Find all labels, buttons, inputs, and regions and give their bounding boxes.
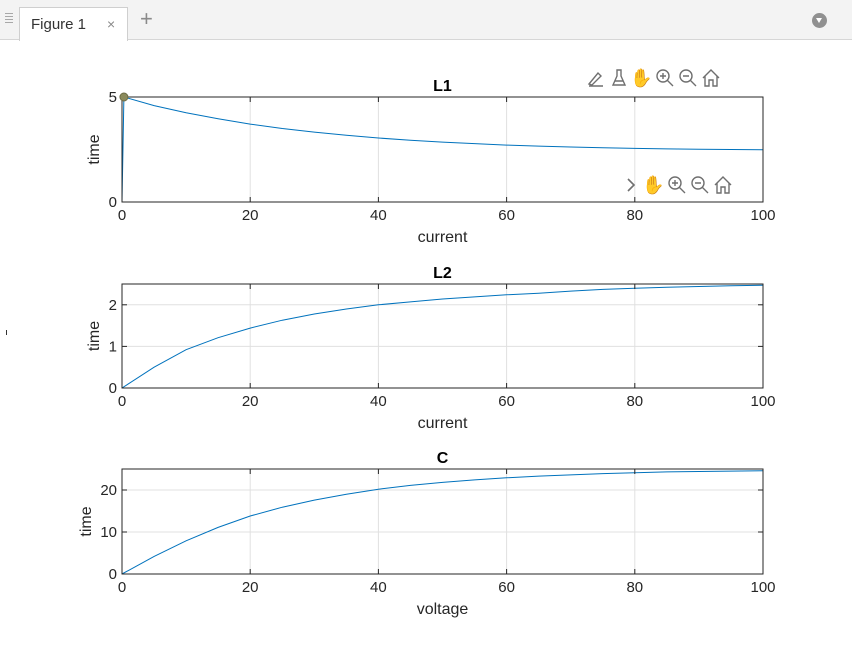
y-axis-label: time	[78, 506, 95, 536]
zoom-out-icon[interactable]	[676, 67, 699, 89]
x-tick-label: 0	[118, 393, 126, 410]
y-tick-label: 1	[109, 338, 117, 355]
data-brush-icon[interactable]	[607, 67, 630, 89]
window-edge-mark	[6, 330, 7, 335]
x-tick-label: 80	[626, 393, 643, 410]
x-tick-label: 60	[498, 207, 515, 224]
series-line	[121, 470, 764, 575]
axes-2: 0 20 40 60 80 100 0 1 2 L2 current time	[86, 265, 776, 432]
y-axis-label: time	[86, 321, 103, 351]
expand-chevron-icon[interactable]	[620, 174, 642, 196]
x-tick-label: 40	[370, 579, 387, 596]
x-tick-label: 80	[626, 579, 643, 596]
pan-hand-icon[interactable]: ✋	[630, 68, 653, 88]
axes-box	[121, 96, 764, 203]
x-tick-label: 0	[118, 207, 126, 224]
zoom-out-icon[interactable]	[688, 174, 711, 196]
tab-label: Figure 1	[31, 16, 87, 33]
axes-box	[121, 468, 764, 575]
axes-1: 0 20 40 60 80 100 0 5 L1 current time	[86, 78, 776, 246]
x-axis-label: voltage	[417, 601, 469, 618]
x-tick-label: 20	[242, 393, 259, 410]
x-tick-label: 80	[626, 207, 643, 224]
tab-figure-1[interactable]: Figure 1 ×	[19, 7, 128, 41]
x-tick-label: 60	[498, 579, 515, 596]
datatip-marker	[119, 92, 129, 102]
y-tick-label: 0	[109, 380, 117, 397]
series-line	[121, 96, 764, 203]
figure-tab-bar: Figure 1 × +	[0, 0, 852, 41]
close-icon[interactable]: ×	[107, 16, 116, 32]
x-tick-label: 100	[750, 393, 775, 410]
x-tick-label: 40	[370, 207, 387, 224]
drag-grip-icon[interactable]	[5, 13, 13, 27]
series-line	[121, 284, 764, 389]
chart-title: L2	[433, 265, 452, 282]
x-tick-label: 0	[118, 579, 126, 596]
y-tick-label: 0	[109, 566, 117, 583]
axes-box	[121, 283, 764, 389]
x-tick-label: 60	[498, 393, 515, 410]
home-icon[interactable]	[711, 174, 734, 196]
zoom-in-icon[interactable]	[653, 67, 676, 89]
y-tick-label: 10	[100, 524, 117, 541]
axes-toolbar-lower: ✋	[620, 174, 734, 196]
x-tick-label: 40	[370, 393, 387, 410]
home-icon[interactable]	[699, 67, 722, 89]
x-tick-label: 20	[242, 579, 259, 596]
plot-background	[122, 284, 763, 388]
add-tab-button[interactable]: +	[140, 6, 153, 31]
y-tick-label: 5	[109, 89, 117, 106]
x-tick-label: 100	[750, 207, 775, 224]
zoom-in-icon[interactable]	[665, 174, 688, 196]
y-tick-label: 20	[100, 482, 117, 499]
axes-toolbar-top: ✋	[584, 67, 722, 89]
collapse-menu-icon[interactable]	[812, 13, 827, 28]
pan-hand-icon[interactable]: ✋	[642, 175, 665, 195]
x-axis-label: current	[418, 415, 468, 432]
y-tick-label: 0	[109, 194, 117, 211]
plot-background	[122, 97, 763, 202]
x-axis-label: current	[418, 229, 468, 246]
brush-edit-icon[interactable]	[584, 67, 607, 89]
x-tick-label: 20	[242, 207, 259, 224]
y-tick-label: 2	[109, 297, 117, 314]
plot-background	[122, 469, 763, 574]
y-axis-label: time	[86, 134, 103, 164]
x-tick-label: 100	[750, 579, 775, 596]
chart-title: C	[437, 450, 449, 467]
chart-title: L1	[433, 78, 452, 95]
